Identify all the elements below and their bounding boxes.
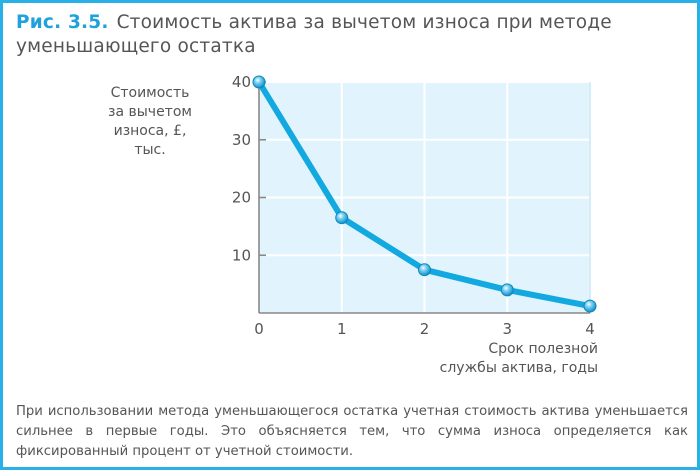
y-axis-label-line: Стоимость [110, 85, 190, 101]
x-axis-label-line: службы актива, годы [439, 360, 598, 376]
y-tick-label: 30 [232, 131, 251, 149]
data-point-marker [500, 283, 514, 297]
figure-caption: При использовании метода уменьшающегося … [16, 404, 688, 459]
y-tick-label: 10 [232, 246, 251, 264]
y-tick-label: 20 [232, 189, 251, 207]
x-tick-label: 2 [420, 320, 430, 338]
x-tick-label: 1 [337, 320, 347, 338]
y-axis-label-line: за вычетом [108, 104, 192, 120]
y-axis-label: Стоимость за вычетом износа, £, тыс. [100, 84, 200, 160]
plot-area: 10 20 30 40 0 1 2 3 4 [232, 73, 597, 338]
figure-number: Рис. 3.5. [16, 12, 109, 33]
data-point-marker [252, 75, 266, 89]
figure-title: Рис. 3.5. Стоимость актива за вычетом изн… [16, 11, 676, 59]
x-tick-label: 4 [585, 320, 595, 338]
figure-title-text: Стоимость актива за вычетом износа при м… [16, 12, 612, 57]
x-axis-label: Срок полезной службы актива, годы [400, 340, 598, 378]
x-tick-label: 3 [502, 320, 512, 338]
y-tick-label: 40 [232, 73, 251, 91]
x-axis-label-line: Срок полезной [488, 341, 598, 357]
x-tick-label: 0 [254, 320, 264, 338]
data-point-marker [418, 263, 431, 277]
data-point-marker [335, 211, 349, 225]
data-point-marker [583, 299, 597, 313]
y-axis-label-line: износа, £, тыс. [113, 123, 187, 158]
